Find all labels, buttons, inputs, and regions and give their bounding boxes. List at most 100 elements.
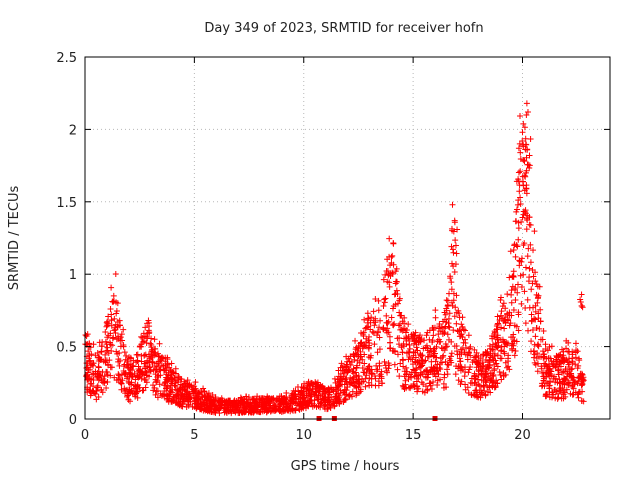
data-point	[382, 295, 389, 302]
data-point	[529, 280, 536, 287]
data-point	[560, 355, 567, 362]
data-point	[103, 385, 110, 392]
data-point	[458, 378, 465, 385]
data-point	[201, 401, 208, 408]
data-point	[526, 265, 533, 272]
data-point	[509, 273, 516, 280]
data-point	[557, 385, 564, 392]
data-point	[348, 359, 355, 366]
data-point	[112, 270, 119, 277]
data-point	[181, 386, 188, 393]
data-point	[515, 327, 522, 334]
data-point	[504, 291, 511, 298]
data-point	[98, 343, 105, 350]
data-point	[489, 346, 496, 353]
data-point	[363, 369, 370, 376]
data-point	[280, 401, 287, 408]
data-point	[446, 355, 453, 362]
data-point	[515, 169, 522, 176]
data-point	[341, 387, 348, 394]
data-point	[533, 291, 540, 298]
data-point	[530, 354, 537, 361]
data-point	[552, 364, 559, 371]
data-point	[503, 364, 510, 371]
data-point	[498, 324, 505, 331]
data-point	[118, 331, 125, 338]
data-point	[424, 345, 431, 352]
data-point	[528, 338, 535, 345]
data-point	[134, 385, 141, 392]
data-point	[108, 311, 115, 318]
data-point	[227, 407, 234, 414]
data-point	[465, 369, 472, 376]
data-point	[96, 356, 103, 363]
data-point	[139, 339, 146, 346]
data-point	[510, 307, 517, 314]
data-point	[403, 364, 410, 371]
data-point	[204, 408, 211, 415]
data-point	[192, 385, 199, 392]
data-point	[506, 274, 513, 281]
data-point	[446, 324, 453, 331]
data-point	[473, 393, 480, 400]
data-point	[405, 384, 412, 391]
data-point	[419, 362, 426, 369]
data-point	[454, 226, 461, 233]
data-point	[154, 387, 161, 394]
data-point	[326, 402, 333, 409]
data-point	[314, 396, 321, 403]
data-point	[434, 381, 441, 388]
data-point	[217, 404, 224, 411]
data-point	[391, 291, 398, 298]
data-point	[376, 346, 383, 353]
data-point	[372, 382, 379, 389]
data-point	[537, 306, 544, 313]
data-point	[370, 330, 377, 337]
data-point	[99, 389, 106, 396]
data-point	[332, 393, 339, 400]
data-point	[105, 362, 112, 369]
data-point	[114, 350, 121, 357]
data-point	[490, 347, 497, 354]
data-point	[505, 363, 512, 370]
data-point	[242, 393, 249, 400]
data-point	[548, 343, 555, 350]
data-point	[388, 314, 395, 321]
data-point	[121, 385, 128, 392]
data-point	[101, 373, 108, 380]
data-point	[458, 349, 465, 356]
data-point	[444, 361, 451, 368]
data-point	[362, 383, 369, 390]
data-point	[377, 317, 384, 324]
data-point	[115, 356, 122, 363]
data-point	[532, 269, 539, 276]
data-point	[180, 382, 187, 389]
data-point	[413, 337, 420, 344]
data-point	[494, 321, 501, 328]
data-point	[327, 404, 334, 411]
y-tick-label: 0	[69, 413, 77, 428]
data-point	[389, 252, 396, 259]
data-point	[552, 379, 559, 386]
data-point	[123, 352, 130, 359]
data-point	[339, 381, 346, 388]
data-point	[563, 337, 570, 344]
data-point	[535, 343, 542, 350]
data-point	[244, 399, 251, 406]
data-point	[163, 371, 170, 378]
data-point	[456, 327, 463, 334]
data-point	[528, 286, 535, 293]
data-point	[164, 377, 171, 384]
data-point	[376, 360, 383, 367]
data-point	[305, 387, 312, 394]
data-point	[104, 344, 111, 351]
data-point	[389, 305, 396, 312]
data-point	[427, 368, 434, 375]
data-point	[527, 259, 534, 266]
data-point	[95, 364, 102, 371]
data-point	[446, 310, 453, 317]
data-point	[542, 391, 549, 398]
data-point	[563, 356, 570, 363]
data-point	[326, 389, 333, 396]
data-point	[528, 311, 535, 318]
